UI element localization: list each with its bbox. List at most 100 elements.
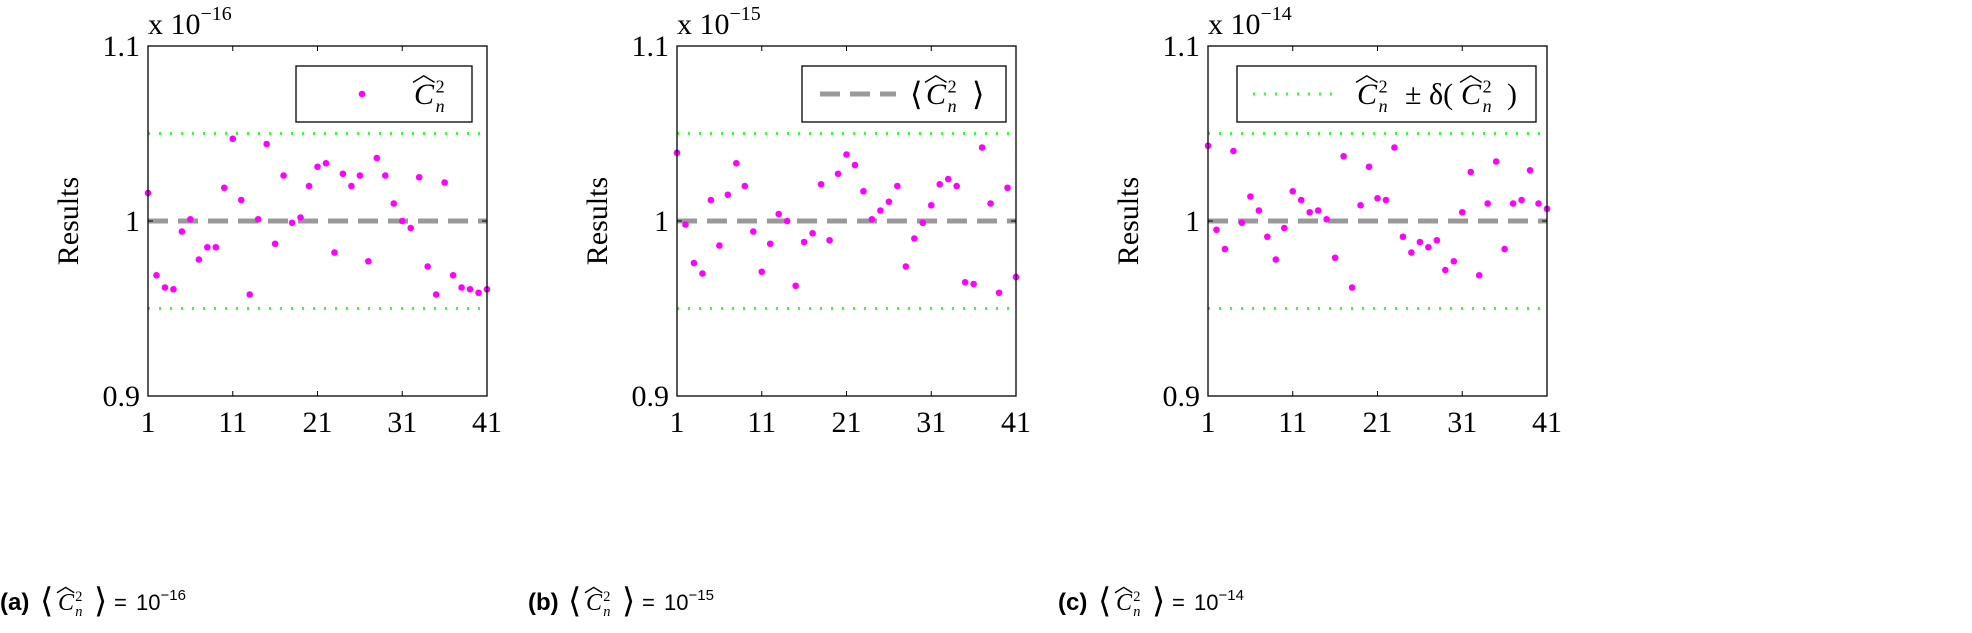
data-point — [1433, 236, 1441, 244]
data-point — [1004, 184, 1011, 192]
x-tick-label: 1 — [141, 406, 156, 439]
data-point — [458, 284, 465, 291]
data-point — [187, 215, 194, 223]
legend: C 2n — [295, 65, 473, 123]
hat-mark — [584, 586, 603, 594]
data-point — [766, 240, 774, 248]
multiplier-exponent: −15 — [730, 3, 761, 25]
data-point — [690, 259, 698, 267]
multiplier-exponent: −16 — [201, 3, 232, 25]
data-point — [229, 135, 237, 143]
data-point — [775, 210, 782, 218]
data-point — [927, 201, 935, 209]
data-point — [936, 180, 944, 188]
hat-mark — [56, 586, 75, 594]
data-point — [204, 243, 211, 251]
caption-value: 10−16 — [136, 587, 186, 615]
data-point — [331, 249, 338, 256]
y-axis-label: Results — [581, 177, 614, 265]
axis-multiplier: x 10−14 — [1208, 3, 1292, 41]
legend: ⟨ C 2n ⟩ — [801, 65, 1007, 123]
caption-bracket-right: ⟩ — [94, 582, 107, 620]
data-point — [1297, 196, 1305, 204]
x-tick-label: 31 — [916, 406, 946, 439]
data-point — [475, 289, 482, 297]
caption-letter: (c) — [1058, 589, 1087, 616]
data-point — [800, 238, 808, 246]
data-point — [911, 235, 918, 242]
y-tick-label: 1 — [654, 205, 669, 238]
data-point — [961, 278, 969, 286]
x-tick-label: 11 — [1278, 406, 1307, 439]
data-point — [1230, 147, 1237, 155]
caption-base: 10 — [136, 590, 160, 615]
superscript-2: 2 — [1483, 77, 1492, 97]
multiplier-exponent: −14 — [1261, 3, 1292, 25]
y-axis-label: Results — [52, 177, 85, 265]
data-point — [356, 172, 364, 179]
caption-exponent: −16 — [160, 587, 185, 604]
data-point — [390, 200, 398, 207]
data-point — [1399, 233, 1407, 241]
data-point — [220, 184, 228, 192]
x-tick-label: 11 — [747, 406, 776, 439]
data-point — [348, 182, 355, 190]
caption-value: 10−15 — [664, 587, 714, 615]
data-point — [373, 154, 381, 162]
data-point — [271, 240, 279, 248]
x-tick-label: 11 — [218, 406, 247, 439]
legend-box — [295, 65, 473, 123]
data-point — [826, 236, 833, 244]
data-point — [170, 285, 177, 293]
data-point — [1484, 200, 1491, 207]
legend-symbol: C — [1357, 78, 1378, 111]
data-point — [1221, 245, 1229, 253]
data-point — [902, 263, 910, 270]
data-point — [195, 256, 203, 263]
data-point — [733, 159, 740, 167]
caption-letter: (a) — [0, 589, 29, 616]
data-point — [707, 196, 715, 204]
data-point — [995, 289, 1003, 297]
y-tick-label: 1 — [125, 205, 140, 238]
data-point — [809, 229, 816, 237]
data-point — [161, 284, 169, 291]
data-point — [792, 282, 799, 290]
data-point — [407, 224, 415, 232]
data-point — [1450, 257, 1458, 265]
data-point — [1331, 254, 1339, 262]
data-point — [339, 170, 347, 178]
data-point — [1272, 256, 1280, 263]
data-point — [1492, 158, 1500, 165]
data-point — [724, 191, 732, 199]
legend-symbol-inner: C — [1461, 78, 1482, 111]
caption-symbol: C — [58, 590, 75, 616]
data-point — [749, 228, 757, 235]
x-tick-label: 41 — [1001, 406, 1031, 439]
data-point — [1458, 208, 1466, 216]
subscript-n: n — [436, 96, 445, 116]
data-point — [153, 271, 160, 279]
multiplier-base: x 10 — [677, 8, 730, 41]
hat-mark — [1459, 74, 1482, 83]
data-point — [1213, 226, 1220, 234]
multiplier-base: x 10 — [1208, 8, 1261, 41]
data-point — [246, 291, 253, 298]
data-point — [254, 215, 262, 223]
data-point — [885, 198, 893, 206]
data-point — [783, 217, 791, 225]
data-point — [1509, 200, 1517, 207]
y-tick-label: 1 — [1185, 205, 1200, 238]
data-point — [860, 187, 867, 195]
data-point — [843, 151, 850, 158]
data-point — [1280, 224, 1288, 232]
caption-equals: = — [114, 590, 127, 615]
data-point — [1306, 208, 1313, 216]
data-point — [1264, 233, 1271, 241]
data-point — [919, 219, 927, 227]
data-point — [1365, 163, 1373, 171]
data-point — [978, 144, 986, 151]
data-point — [1323, 215, 1330, 223]
